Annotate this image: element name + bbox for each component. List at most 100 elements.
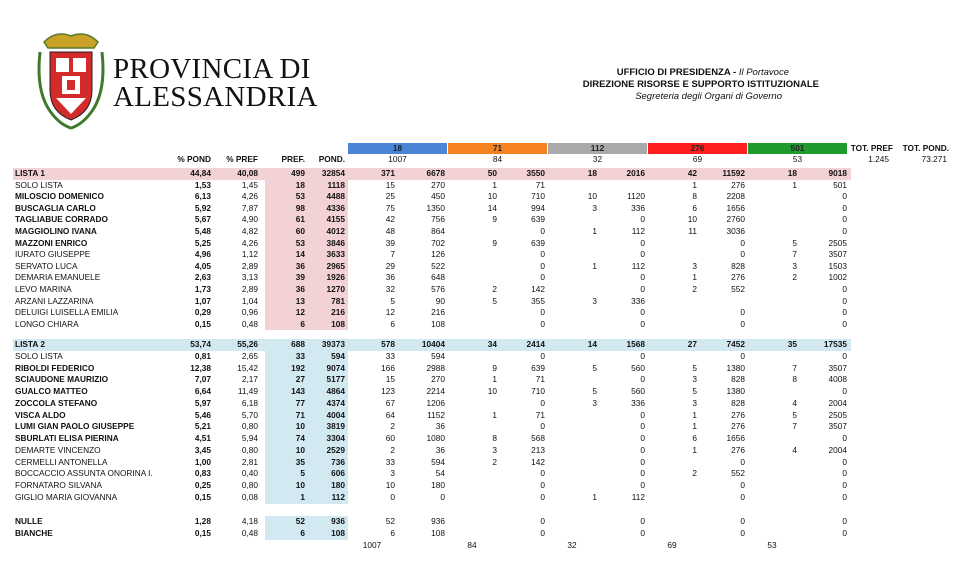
cell: 0 [842, 386, 847, 396]
cell: 108 [331, 318, 345, 329]
cell: 1,07 [194, 295, 211, 306]
row-name: ZOCCOLA STEFANO [15, 397, 98, 408]
cell: 2988 [426, 362, 445, 373]
cell: 276 [731, 179, 745, 190]
row-name: SCIAUDONE MAURIZIO [15, 374, 109, 385]
cell: 18 [295, 179, 305, 190]
cell: 0 [540, 480, 545, 490]
cell: 6 [390, 528, 395, 538]
cell: 522 [431, 260, 445, 271]
group-weight: 84 [492, 154, 503, 164]
cell: 10 [295, 444, 305, 455]
cell: 61 [295, 214, 305, 225]
cell: 710 [531, 191, 545, 202]
secretariat: Segreteria degli Organi di Governo [635, 91, 782, 102]
cell: 5 [792, 237, 797, 248]
cell: 0,15 [194, 318, 211, 329]
cell: 5,70 [241, 409, 258, 420]
column-header: PREF. [281, 154, 305, 164]
cell: 0 [842, 307, 847, 318]
cell: 213 [531, 444, 545, 455]
cell: 0,08 [241, 491, 258, 502]
cell: 1 [692, 179, 697, 190]
cell: 594 [331, 350, 345, 361]
cell: 4 [792, 444, 797, 455]
cell: 112 [631, 260, 645, 271]
cell: 0 [390, 491, 395, 502]
cell: 0 [540, 528, 545, 538]
cell: 39 [385, 237, 395, 248]
cell: 1926 [326, 272, 345, 283]
cell: 64 [385, 409, 395, 420]
cell: 0,40 [241, 468, 258, 479]
cell: 0,29 [194, 307, 211, 318]
row-name: MAZZONI ENRICO [15, 237, 88, 248]
cell: 1 [592, 226, 597, 236]
cell: 2,65 [241, 350, 258, 361]
cell: 639 [531, 214, 545, 225]
cell: 15,42 [237, 362, 258, 373]
cell: 3,45 [194, 444, 211, 455]
cell: 1 [792, 179, 797, 190]
cell: 2 [492, 284, 497, 294]
cell: 450 [431, 191, 445, 202]
row-name: LONGO CHIARA [15, 318, 79, 329]
cell: 336 [631, 202, 645, 213]
cell: 1568 [626, 339, 645, 349]
cell: 0,80 [241, 480, 258, 490]
cell: 355 [531, 295, 545, 306]
cell: 936 [331, 516, 345, 526]
cell: 0 [640, 284, 645, 294]
cell: 42 [687, 168, 697, 178]
cell: 0 [842, 226, 847, 236]
cell: 3 [692, 374, 697, 385]
cell: 0 [540, 318, 545, 329]
cell: 1350 [426, 202, 445, 213]
cell: 639 [531, 362, 545, 373]
cell: 108 [431, 318, 445, 329]
cell: 5,48 [194, 226, 211, 236]
cell: 166 [381, 362, 395, 373]
cell: 71 [535, 179, 545, 190]
footer-weight: 69 [667, 540, 677, 550]
row-highlight [13, 339, 851, 351]
cell: 371 [381, 168, 395, 178]
cell: 1 [692, 409, 697, 420]
row-name: BOCCACCIO ASSUNTA ONORINA I. [15, 468, 153, 479]
row-name: SOLO LISTA [15, 179, 63, 190]
cell: 1 [492, 179, 497, 190]
cell: 594 [431, 350, 445, 361]
cell: 2965 [326, 260, 345, 271]
cell: 35 [295, 456, 305, 467]
cell: 0 [640, 456, 645, 467]
cell: 0 [740, 237, 745, 248]
cell: 828 [731, 397, 745, 408]
cell: 4336 [326, 202, 345, 213]
cell: 756 [431, 214, 445, 225]
cell: 864 [431, 226, 445, 236]
group-header: 71 [448, 143, 547, 154]
cell: 568 [531, 433, 545, 443]
cell: 36 [435, 444, 445, 455]
row-name: DELUIGI LUISELLA EMILIA [15, 307, 119, 318]
cell: 10 [385, 480, 395, 490]
cell: 90 [435, 295, 445, 306]
cell: 54 [435, 468, 445, 479]
cell: 0 [540, 226, 545, 236]
cell: 0 [842, 516, 847, 526]
cell: 98 [295, 202, 305, 213]
cell: 40,08 [237, 168, 258, 178]
cell: 270 [431, 179, 445, 190]
cell: 29 [385, 260, 395, 271]
row-name: LUMI GIAN PAOLO GIUSEPPE [15, 421, 135, 432]
cell: 4864 [326, 386, 345, 396]
cell: 3 [592, 397, 597, 408]
cell: 0 [640, 409, 645, 420]
cell: 6 [692, 202, 697, 213]
cell: 60 [295, 226, 305, 236]
footer-weight: 1007 [362, 540, 382, 550]
cell: 0 [540, 397, 545, 408]
cell: 71 [295, 409, 305, 420]
cell: 12,38 [190, 362, 211, 373]
cell: 3633 [326, 249, 345, 260]
